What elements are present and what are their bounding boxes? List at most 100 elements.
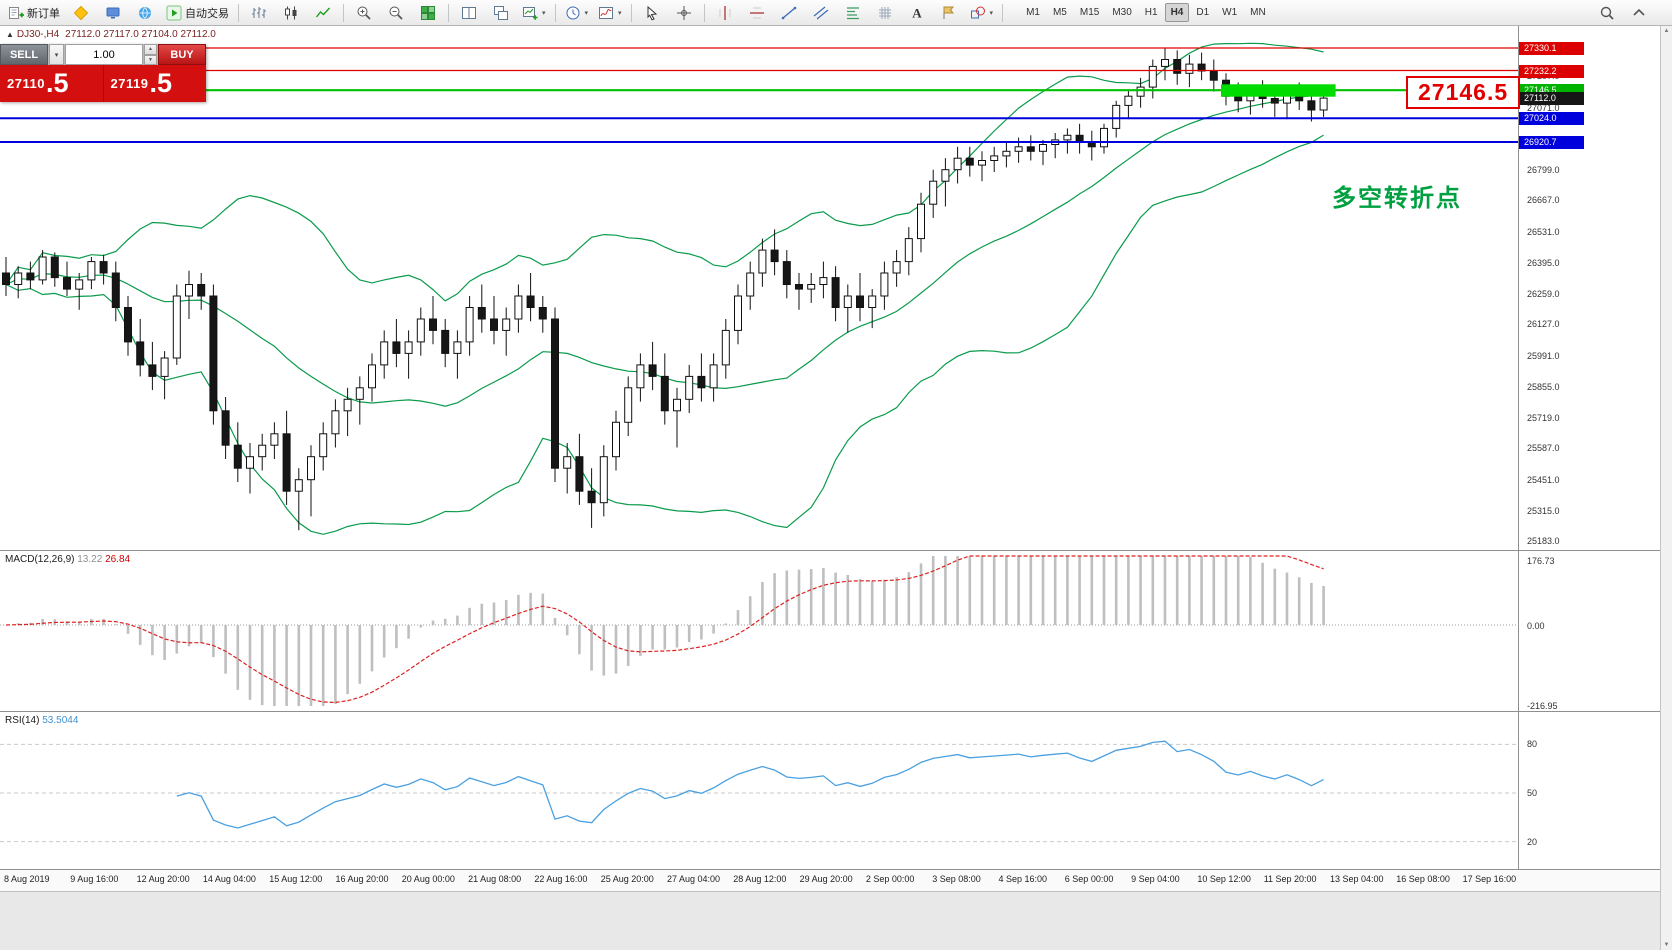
price-marker: 27024.0 bbox=[1519, 112, 1584, 126]
arrange-tile-button[interactable] bbox=[454, 1, 484, 25]
volume-increase-button[interactable]: ▲ bbox=[144, 44, 157, 55]
collapse-arrow-icon[interactable]: ▲ bbox=[6, 30, 14, 39]
rsi-axis: 80 50 20 bbox=[1518, 712, 1660, 869]
trendline-icon bbox=[781, 6, 796, 19]
volume-stepper: ▲ ▼ bbox=[144, 44, 157, 65]
channel-button[interactable] bbox=[806, 1, 836, 25]
time-tick: 29 Aug 20:00 bbox=[799, 874, 853, 884]
price-tick: 27071.0 bbox=[1527, 102, 1560, 113]
timeframe-m5[interactable]: M5 bbox=[1052, 7, 1067, 18]
time-axis: 8 Aug 2019 9 Aug 16:00 12 Aug 20:00 14 Aug … bbox=[0, 869, 1660, 891]
scroll-up-icon[interactable]: ▲ bbox=[1663, 28, 1670, 34]
autotrade-play-icon bbox=[166, 5, 182, 20]
rsi-label: RSI(14) 53.5044 bbox=[5, 715, 79, 726]
buy-button[interactable]: BUY bbox=[158, 44, 206, 65]
shapes-icon bbox=[970, 6, 985, 18]
scroll-down-icon[interactable]: ▼ bbox=[1663, 942, 1670, 948]
arrange-tile-icon bbox=[462, 6, 476, 19]
grid-button[interactable] bbox=[870, 1, 900, 25]
symbol-name: DJ30-,H4 bbox=[16, 29, 60, 40]
trade-panel-controls: SELL ▾ ▲ ▼ BUY bbox=[0, 44, 206, 65]
search-button[interactable] bbox=[1592, 1, 1622, 25]
zoom-in-button[interactable] bbox=[349, 1, 379, 25]
macd-chart[interactable] bbox=[0, 551, 1518, 711]
price-tick: 26667.0 bbox=[1527, 195, 1560, 206]
svg-text:A: A bbox=[912, 5, 922, 20]
time-tick: 11 Sep 20:00 bbox=[1263, 874, 1317, 884]
time-tick: 13 Sep 04:00 bbox=[1330, 874, 1384, 884]
time-tick: 10 Sep 12:00 bbox=[1197, 874, 1251, 884]
chart-bars-button[interactable] bbox=[244, 1, 274, 25]
volume-decrease-button[interactable]: ▼ bbox=[144, 54, 157, 65]
tile-windows-button[interactable] bbox=[413, 1, 443, 25]
timeframe-h1[interactable]: H1 bbox=[1144, 7, 1158, 18]
zoom-out-icon bbox=[389, 6, 403, 20]
vertical-scrollbar[interactable]: ▲ ▼ bbox=[1660, 26, 1672, 950]
time-tick: 25 Aug 20:00 bbox=[600, 874, 654, 884]
trendline-button[interactable] bbox=[774, 1, 804, 25]
macd-tick: 0.00 bbox=[1527, 621, 1545, 631]
text-tool-icon: A bbox=[912, 5, 922, 20]
price-marker: 27112.0 bbox=[1519, 92, 1584, 106]
bid-price[interactable]: 27110.5 bbox=[7, 68, 69, 98]
macd-tick: -216.95 bbox=[1527, 700, 1558, 711]
macd-pane: 176.73 0.00 -216.95 MACD(12,26,9) 13.22 26… bbox=[0, 550, 1660, 711]
time-tick: 8 Aug 2019 bbox=[4, 874, 50, 884]
indicators-button[interactable]: ▾ bbox=[594, 1, 626, 25]
tile-windows-icon bbox=[421, 5, 435, 20]
sell-button[interactable]: SELL bbox=[0, 44, 48, 65]
timeframe-m1[interactable]: M1 bbox=[1026, 7, 1040, 18]
rsi-chart[interactable] bbox=[0, 712, 1518, 869]
label-button[interactable] bbox=[934, 1, 964, 25]
toolbar-separator bbox=[703, 3, 705, 22]
time-tick: 27 Aug 04:00 bbox=[667, 874, 721, 884]
text-button[interactable]: A bbox=[902, 1, 932, 25]
toolbar-separator bbox=[343, 3, 344, 22]
new-order-icon bbox=[9, 6, 24, 19]
rsi-pane: 80 50 20 RSI(14) 53.5044 bbox=[0, 711, 1660, 869]
autotrade-button[interactable]: 自动交易 bbox=[162, 1, 233, 25]
ask-price[interactable]: 27119.5 bbox=[110, 68, 172, 98]
hline-button[interactable] bbox=[742, 1, 772, 25]
timeframe-m30[interactable]: M30 bbox=[1112, 7, 1132, 18]
vline-icon bbox=[719, 5, 731, 20]
toolbar-buttons: 新订单 自动交易 ▾ ▾ ▾ A ▾ bbox=[4, 1, 1006, 25]
mql5-button[interactable] bbox=[66, 1, 96, 25]
arrange-cascade-button[interactable] bbox=[486, 1, 516, 25]
fibonacci-button[interactable] bbox=[838, 1, 868, 25]
timeframe-w1[interactable]: W1 bbox=[1222, 7, 1238, 18]
toolbar-separator bbox=[554, 3, 556, 22]
price-chart[interactable] bbox=[0, 26, 1518, 550]
chevron-up-button[interactable] bbox=[1624, 1, 1654, 25]
profiles-icon bbox=[566, 6, 580, 19]
price-tick: 25183.0 bbox=[1527, 536, 1560, 546]
community-button[interactable] bbox=[130, 1, 160, 25]
chart-candles-button[interactable] bbox=[276, 1, 306, 25]
volume-input[interactable] bbox=[65, 44, 143, 65]
volume-preset-dropdown[interactable]: ▾ bbox=[49, 44, 64, 65]
terminal-icon bbox=[106, 7, 120, 18]
cursor-button[interactable] bbox=[637, 1, 667, 25]
timeframe-m15[interactable]: M15 bbox=[1079, 7, 1100, 18]
timeframe-h4[interactable]: H4 bbox=[1164, 3, 1190, 22]
new-order-button[interactable]: 新订单 bbox=[4, 1, 64, 25]
one-click-trading-panel: SELL ▾ ▲ ▼ BUY 27110.5 27119.5 bbox=[0, 44, 206, 102]
toolbar-separator bbox=[630, 3, 632, 22]
window-bottom-area bbox=[0, 891, 1672, 950]
macd-label: MACD(12,26,9) 13.22 26.84 bbox=[5, 554, 131, 565]
price-tick: 26259.0 bbox=[1527, 288, 1560, 299]
zoom-out-button[interactable] bbox=[381, 1, 411, 25]
macd-tick: 176.73 bbox=[1527, 556, 1555, 567]
terminal-button[interactable] bbox=[98, 1, 128, 25]
chart-line-button[interactable] bbox=[308, 1, 338, 25]
new-chart-button[interactable]: ▾ bbox=[518, 1, 550, 25]
price-level-label: 27146.5 bbox=[1406, 76, 1521, 109]
timeframe-mn[interactable]: MN bbox=[1250, 7, 1266, 18]
crosshair-button[interactable] bbox=[669, 1, 699, 25]
timeframe-d1[interactable]: D1 bbox=[1196, 7, 1210, 18]
profiles-button[interactable]: ▾ bbox=[561, 1, 593, 25]
chevron-down-icon: ▾ bbox=[54, 51, 59, 59]
shapes-button[interactable]: ▾ bbox=[966, 1, 998, 25]
vline-button[interactable] bbox=[710, 1, 740, 25]
price-tick: 25587.0 bbox=[1527, 443, 1560, 454]
